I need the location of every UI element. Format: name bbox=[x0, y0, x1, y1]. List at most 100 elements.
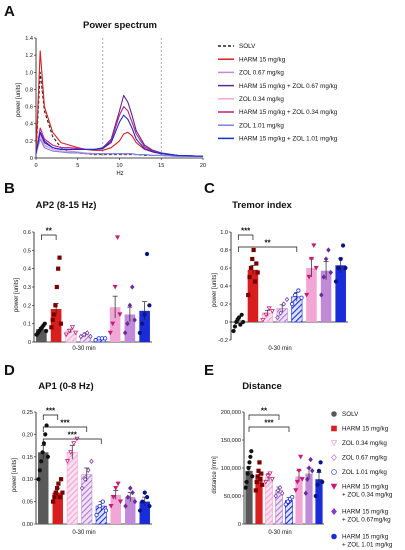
data-point bbox=[132, 498, 138, 505]
data-point bbox=[115, 481, 121, 487]
data-point bbox=[137, 330, 142, 335]
legend-label: HARM 15 mg/kg bbox=[342, 426, 389, 433]
chart-title: Tremor index bbox=[232, 200, 292, 211]
chart-title: AP1 (0-8 Hz) bbox=[38, 381, 93, 392]
data-point bbox=[316, 468, 322, 473]
data-point bbox=[280, 490, 285, 496]
significance-label: *** bbox=[68, 431, 78, 440]
significance-label: *** bbox=[264, 419, 274, 428]
y-tick-label: 0 bbox=[30, 156, 33, 162]
data-point bbox=[239, 312, 244, 317]
data-point bbox=[321, 274, 326, 280]
legend-label: ZOL 0.34 mg/kg bbox=[239, 96, 284, 103]
series-line bbox=[35, 133, 203, 157]
data-point bbox=[284, 296, 290, 303]
y-tick-label: 0.20 bbox=[22, 432, 33, 438]
data-point bbox=[256, 468, 261, 473]
data-point bbox=[285, 499, 291, 504]
chart-title: Power spectrum bbox=[83, 20, 157, 31]
bar bbox=[335, 265, 346, 322]
data-point bbox=[232, 324, 238, 329]
data-point bbox=[44, 328, 49, 334]
data-point bbox=[88, 333, 93, 340]
y-tick-label: 0.6 bbox=[23, 230, 31, 236]
y-tick-label: 50,000 bbox=[224, 494, 241, 500]
y-tick-label: 0.4 bbox=[25, 122, 33, 128]
data-point bbox=[89, 458, 94, 464]
significance-bracket bbox=[42, 438, 102, 444]
panel-d-ap1: AP1 (0-8 Hz) power [units] 0-30 min 0.00… bbox=[12, 381, 152, 536]
legend-marker bbox=[330, 483, 338, 490]
y-axis-label: power [units] bbox=[14, 278, 20, 312]
data-point bbox=[305, 476, 310, 482]
y-axis-label: power [units] bbox=[16, 83, 22, 117]
data-point bbox=[54, 284, 59, 290]
legend-label: ZOL 0.34 mg/kg bbox=[342, 440, 387, 447]
data-point bbox=[51, 312, 57, 317]
bar bbox=[295, 476, 303, 524]
data-point bbox=[50, 317, 55, 323]
data-point bbox=[290, 495, 295, 500]
data-point bbox=[260, 318, 266, 323]
y-tick-label: 0.2 bbox=[23, 303, 31, 309]
data-point bbox=[56, 266, 61, 271]
bar bbox=[139, 501, 150, 524]
data-point bbox=[338, 256, 343, 262]
data-point bbox=[125, 321, 130, 327]
data-point bbox=[57, 495, 62, 500]
data-point bbox=[69, 325, 76, 330]
data-point bbox=[108, 503, 114, 509]
data-point bbox=[56, 481, 61, 486]
data-point bbox=[308, 456, 313, 463]
data-point bbox=[130, 489, 135, 496]
legend-marker bbox=[331, 425, 337, 432]
data-point bbox=[313, 265, 319, 271]
data-point bbox=[249, 449, 254, 454]
data-point bbox=[37, 468, 42, 473]
bar bbox=[255, 476, 263, 524]
bar bbox=[139, 310, 150, 342]
data-point bbox=[50, 499, 56, 504]
bar bbox=[315, 479, 323, 524]
y-tick-label: 0.8 bbox=[220, 248, 228, 254]
data-point bbox=[236, 315, 242, 320]
data-point bbox=[275, 487, 281, 494]
legend-label: HARM 15 mg/kg bbox=[239, 56, 286, 63]
legend-label: SOLV bbox=[342, 411, 359, 418]
data-point bbox=[281, 301, 286, 307]
data-point bbox=[252, 279, 258, 284]
legend-label: + ZOL 1.01 mg/kg bbox=[342, 542, 393, 549]
data-point bbox=[60, 490, 65, 495]
data-point bbox=[306, 465, 312, 471]
data-point bbox=[255, 474, 260, 479]
y-tick-label: 1.0 bbox=[25, 70, 33, 76]
data-point bbox=[248, 265, 254, 271]
data-point bbox=[323, 256, 329, 262]
data-point bbox=[41, 441, 47, 446]
data-point bbox=[52, 495, 57, 500]
y-tick-label: 1.2 bbox=[25, 53, 33, 59]
data-point bbox=[319, 292, 324, 298]
legend-marker bbox=[331, 453, 337, 462]
data-point bbox=[275, 314, 280, 321]
bar bbox=[66, 452, 78, 525]
data-point bbox=[238, 322, 243, 327]
data-point bbox=[255, 270, 260, 275]
bar bbox=[50, 309, 62, 342]
x-tick-label: 5 bbox=[76, 163, 79, 169]
panel-a-power-spectrum: Power spectrum power [units] Hz 0 0.2 0.4 0… bbox=[16, 20, 206, 177]
data-point bbox=[123, 503, 128, 509]
bar bbox=[125, 497, 136, 524]
significance-bracket bbox=[42, 414, 59, 420]
significance-label: *** bbox=[241, 227, 251, 236]
data-point bbox=[258, 477, 263, 482]
significance-bracket bbox=[248, 426, 290, 432]
y-tick-label: 0 bbox=[28, 340, 31, 346]
data-point bbox=[310, 468, 315, 474]
y-tick-label: 0.5 bbox=[23, 248, 31, 254]
significance-label: *** bbox=[46, 407, 56, 416]
data-point bbox=[267, 471, 273, 477]
bar bbox=[109, 307, 121, 342]
data-point bbox=[44, 423, 49, 428]
